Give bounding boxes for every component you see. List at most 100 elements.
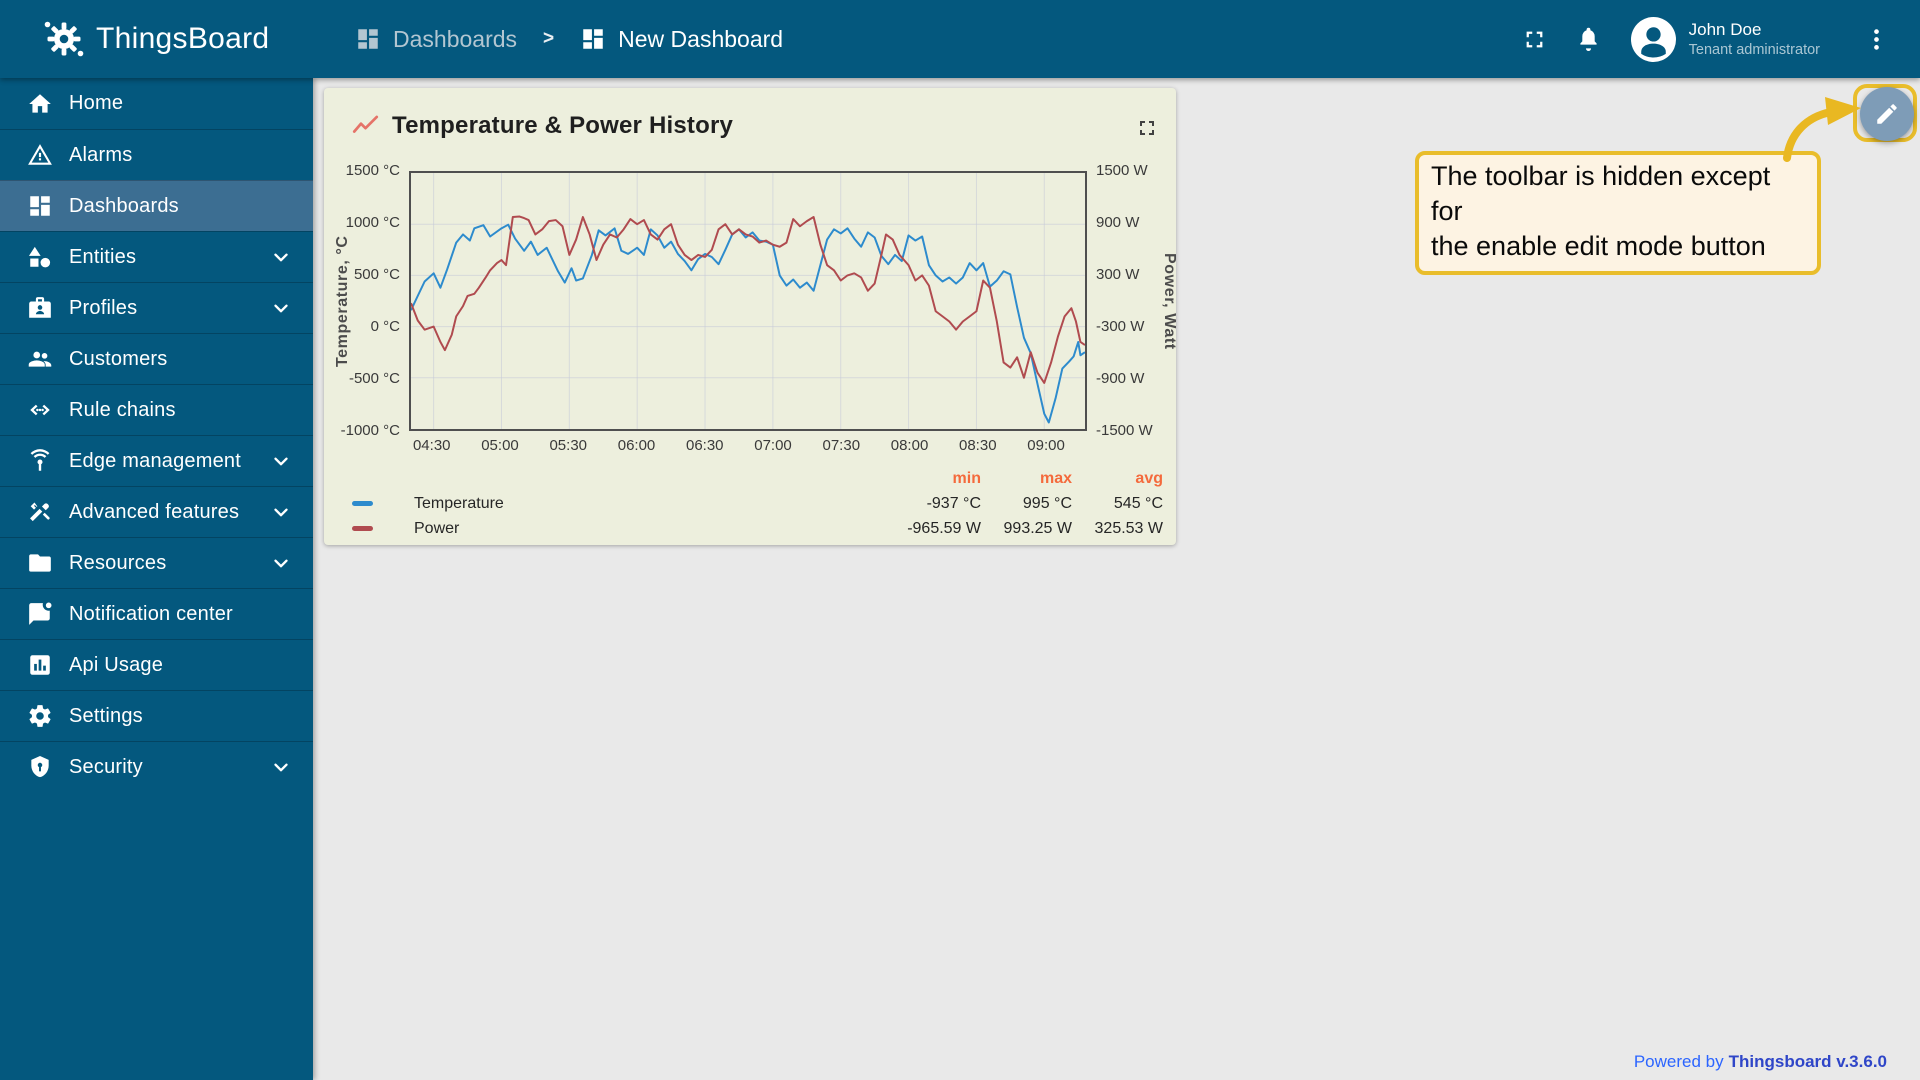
chevron-down-icon [270,297,292,319]
user-info[interactable]: John Doe Tenant administrator [1689,19,1820,58]
alarms-icon [27,142,53,168]
more-menu-button[interactable] [1856,19,1896,59]
sidebar-item-label: Security [69,755,143,778]
dashboards-icon [580,26,606,52]
sidebar-item-rule-chains[interactable]: Rule chains [0,384,313,435]
profiles-icon [27,295,53,321]
breadcrumb: Dashboards > New Dashboard [355,26,783,53]
legend-stat-value: -965.59 W [907,519,981,537]
sidebar-item-label: Dashboards [69,194,179,217]
edit-mode-button[interactable] [1860,87,1914,141]
chevron-down-icon [270,552,292,574]
dashboard-area: Temperature & Power History Temperature,… [313,78,1920,1080]
chart-legend: min max avg Temperature -937 °C 995 °C 545 °C P… [352,466,1163,541]
notifications-button[interactable] [1569,19,1609,59]
legend-column-avg: avg [1135,469,1163,487]
legend-series-label[interactable]: Temperature [414,494,504,512]
sidebar-item-alarms[interactable]: Alarms [0,129,313,180]
axis-tick-label: 06:00 [617,437,656,454]
notification-center-icon [27,601,53,627]
rule-chains-icon [27,397,53,423]
annotation-arrow [1783,97,1861,162]
sidebar-item-label: Customers [69,347,168,370]
timeseries-chart-plot [409,171,1087,431]
edge-management-icon [27,448,53,474]
user-avatar[interactable] [1630,16,1676,62]
dashboards-icon [27,193,53,219]
sidebar-item-advanced-features[interactable]: Advanced features [0,486,313,537]
axis-tick-label: 07:00 [754,437,792,454]
sidebar-item-entities[interactable]: Entities [0,231,313,282]
sidebar-menu: Home Alarms Dashboards Entities Profiles Cust… [0,78,313,792]
thingsboard-logo-icon [40,15,88,63]
breadcrumb-item-dashboards[interactable]: Dashboards [355,26,517,53]
sidebar-item-customers[interactable]: Customers [0,333,313,384]
sidebar-item-label: Rule chains [69,398,176,421]
axis-tick-label: 1500 W [1096,162,1148,179]
temperature-series-line [411,223,1085,424]
axis-tick-label: -300 W [1096,318,1145,335]
sidebar-item-edge-management[interactable]: Edge management [0,435,313,486]
bell-icon [1580,27,1597,51]
resources-icon [27,550,53,576]
axis-tick-label: -900 W [1096,370,1145,387]
sidebar-item-label: Notification center [69,602,233,625]
entities-icon [27,244,53,270]
axis-tick-label: 1000 °C [345,214,400,231]
powered-by-link[interactable]: Powered by Thingsboard v.3.6.0 [1634,1052,1887,1072]
api-usage-icon [27,652,53,678]
power-series-line [411,215,1085,384]
user-role: Tenant administrator [1688,41,1820,58]
left-axis-title: Temperature, °C [334,235,351,367]
widget-temperature-power-history: Temperature & Power History Temperature,… [324,88,1178,545]
legend-stat-value: 995 °C [1022,494,1072,512]
powered-by-text: Powered by [1633,1052,1724,1071]
fullscreen-icon [1140,121,1154,135]
customers-icon [27,346,53,372]
kebab-icon [1873,28,1879,50]
sidebar: Home Alarms Dashboards Entities Profiles Cust… [0,78,313,1080]
pencil-icon [1877,104,1897,124]
annotation-callout: The toolbar is hidden except for the ena… [1415,151,1821,275]
settings-icon [27,703,53,729]
breadcrumb-item-new-dashboard[interactable]: New Dashboard [580,26,783,53]
brand-version-text: Thingsboard v.3.6.0 [1728,1052,1887,1071]
legend-column-max: max [1039,469,1072,487]
header-actions: John Doe Tenant administrator [1515,16,1920,62]
sidebar-item-label: Entities [69,245,137,268]
fullscreen-icon [1526,31,1543,47]
sidebar-item-security[interactable]: Security [0,741,313,792]
home-icon [27,91,53,117]
legend-stat-value: 325.53 W [1094,519,1163,537]
sidebar-item-api-usage[interactable]: Api Usage [0,639,313,690]
sidebar-item-profiles[interactable]: Profiles [0,282,313,333]
widget-fullscreen-button[interactable] [1132,113,1162,143]
sidebar-item-settings[interactable]: Settings [0,690,313,741]
axis-tick-label: 05:00 [481,437,519,454]
sidebar-item-label: Home [69,92,124,114]
sidebar-item-label: Profiles [69,296,138,319]
axis-tick-label: -1000 °C [340,422,400,439]
sidebar-item-notification-center[interactable]: Notification center [0,588,313,639]
sidebar-item-home[interactable]: Home [0,78,313,129]
axis-tick-label: 500 °C [353,266,400,283]
fullscreen-button[interactable] [1515,19,1555,59]
callout-text-line: the enable edit mode button [1431,231,1766,261]
axis-tick-label: -1500 W [1096,422,1153,439]
legend-series-label[interactable]: Power [414,519,460,537]
app-logo[interactable]: ThingsBoard [0,15,313,63]
legend-column-min: min [952,469,981,487]
user-name: John Doe [1688,20,1762,40]
sidebar-item-label: Api Usage [69,653,164,676]
sidebar-item-dashboards[interactable]: Dashboards [0,180,313,231]
legend-row-temperature: Temperature -937 °C 995 °C 545 °C [352,491,1163,516]
sidebar-item-label: Edge management [69,449,242,472]
axis-tick-label: 04:30 [412,437,451,454]
app-name: ThingsBoard [96,22,270,55]
axis-tick-label: 0 °C [370,318,400,335]
breadcrumb-label: New Dashboard [618,25,784,52]
dashboards-icon [355,26,381,52]
series-color-swatch [352,501,373,506]
sidebar-item-resources[interactable]: Resources [0,537,313,588]
chevron-down-icon [270,450,292,472]
